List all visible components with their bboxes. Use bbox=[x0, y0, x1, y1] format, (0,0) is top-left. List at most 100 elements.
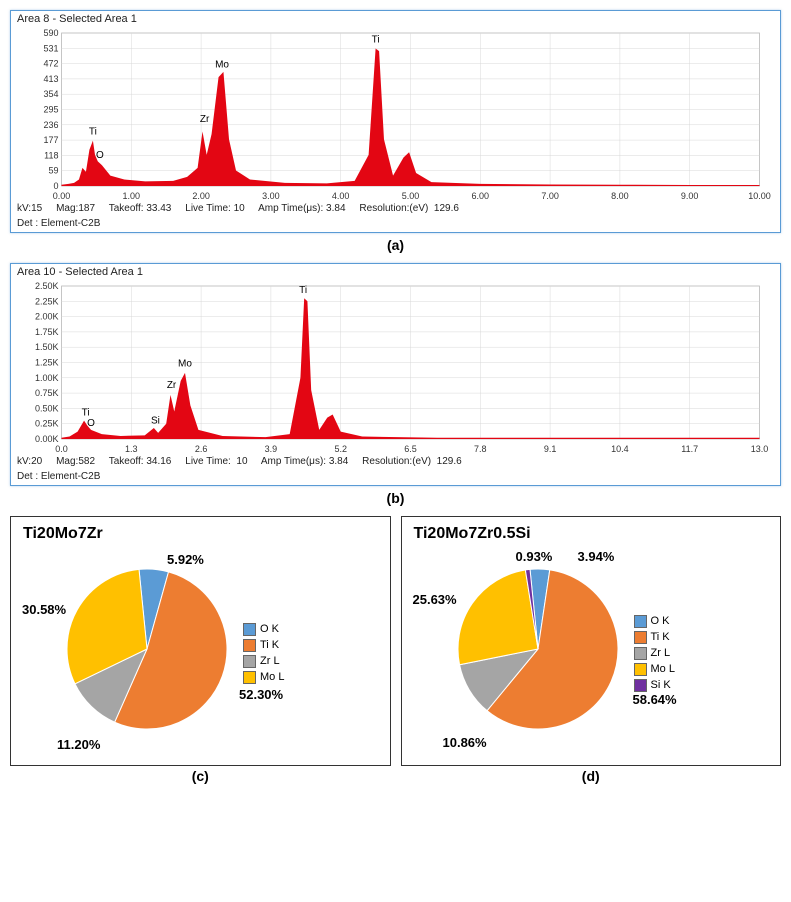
svg-text:5.00: 5.00 bbox=[402, 191, 420, 201]
spectrum-a-panel: Area 8 - Selected Area 1 059118177236295… bbox=[10, 10, 781, 233]
pct-label: 10.86% bbox=[443, 735, 487, 750]
svg-text:177: 177 bbox=[43, 135, 58, 145]
pie-d-chart bbox=[408, 547, 628, 759]
subfig-a-label: (a) bbox=[10, 237, 781, 253]
spectrum-b-title: Area 10 - Selected Area 1 bbox=[11, 264, 780, 280]
svg-text:Ti: Ti bbox=[372, 35, 380, 46]
svg-text:1.25K: 1.25K bbox=[35, 358, 59, 368]
svg-text:236: 236 bbox=[43, 120, 58, 130]
svg-text:9.00: 9.00 bbox=[681, 191, 699, 201]
svg-text:5.2: 5.2 bbox=[334, 444, 347, 454]
spectrum-a-det: Det : Element-C2B bbox=[11, 217, 780, 232]
legend-text: Ti K bbox=[260, 639, 279, 651]
legend-text: Mo L bbox=[260, 671, 284, 683]
svg-text:11.7: 11.7 bbox=[681, 444, 698, 454]
subfig-c-label: (c) bbox=[10, 768, 391, 784]
svg-text:Zr: Zr bbox=[167, 380, 177, 391]
svg-text:59: 59 bbox=[48, 166, 58, 176]
legend-swatch bbox=[243, 671, 256, 684]
pct-label: 25.63% bbox=[413, 592, 457, 607]
svg-text:1.00K: 1.00K bbox=[35, 373, 59, 383]
svg-text:6.5: 6.5 bbox=[404, 444, 417, 454]
pct-label: 3.94% bbox=[578, 549, 615, 564]
legend-text: O K bbox=[651, 615, 670, 627]
svg-text:Ti: Ti bbox=[89, 127, 97, 138]
legend-item: Mo L bbox=[243, 671, 284, 684]
legend-swatch bbox=[634, 647, 647, 660]
svg-text:1.00: 1.00 bbox=[123, 191, 141, 201]
legend-swatch bbox=[243, 639, 256, 652]
svg-text:0.00K: 0.00K bbox=[35, 434, 59, 444]
svg-text:2.00: 2.00 bbox=[192, 191, 210, 201]
svg-text:7.00: 7.00 bbox=[541, 191, 559, 201]
svg-text:0.50K: 0.50K bbox=[35, 403, 59, 413]
legend-text: O K bbox=[260, 623, 279, 635]
svg-text:Si: Si bbox=[151, 416, 160, 427]
legend-item: O K bbox=[634, 615, 675, 628]
legend-text: Si K bbox=[651, 679, 671, 691]
spectrum-b-panel: Area 10 - Selected Area 1 0.00K 0.25K 0.50… bbox=[10, 263, 781, 486]
legend-swatch bbox=[243, 623, 256, 636]
subfig-b-label: (b) bbox=[10, 490, 781, 506]
legend-item: Zr L bbox=[634, 647, 675, 660]
svg-text:413: 413 bbox=[43, 74, 58, 84]
pie-d-title: Ti20Mo7Zr0.5Si bbox=[414, 525, 775, 543]
pie-c-title: Ti20Mo7Zr bbox=[23, 525, 384, 543]
pct-label: 0.93% bbox=[516, 549, 553, 564]
pie-d-legend: O K Ti K Zr L Mo L Si K bbox=[634, 612, 675, 695]
svg-text:2.50K: 2.50K bbox=[35, 281, 59, 291]
spectrum-a-meta: kV:15 Mag:187 Takeoff: 33.43 Live Time: … bbox=[11, 202, 780, 217]
legend-item: Ti K bbox=[243, 639, 284, 652]
legend-item: O K bbox=[243, 623, 284, 636]
svg-text:531: 531 bbox=[43, 43, 58, 53]
svg-text:0.25K: 0.25K bbox=[35, 419, 59, 429]
pct-label: 58.64% bbox=[633, 692, 677, 707]
svg-text:10.00: 10.00 bbox=[748, 191, 771, 201]
svg-text:9.1: 9.1 bbox=[544, 444, 557, 454]
pie-c-legend: O K Ti K Zr L Mo L bbox=[243, 620, 284, 687]
svg-text:3.9: 3.9 bbox=[265, 444, 278, 454]
spectrum-a-chart: 0591181772362953544134725315900.001.002.… bbox=[11, 27, 780, 202]
svg-text:1.75K: 1.75K bbox=[35, 327, 59, 337]
svg-text:354: 354 bbox=[43, 89, 58, 99]
svg-text:590: 590 bbox=[43, 28, 58, 38]
legend-item: Zr L bbox=[243, 655, 284, 668]
spectrum-b-meta: kV:20 Mag:582 Takeoff: 34.16 Live Time: … bbox=[11, 455, 780, 470]
legend-item: Mo L bbox=[634, 663, 675, 676]
svg-text:0.00: 0.00 bbox=[53, 191, 71, 201]
svg-text:Ti: Ti bbox=[299, 285, 307, 296]
svg-text:4.00: 4.00 bbox=[332, 191, 350, 201]
subfig-d-label: (d) bbox=[401, 768, 782, 784]
pct-label: 30.58% bbox=[22, 602, 66, 617]
svg-text:O: O bbox=[96, 150, 104, 161]
svg-text:Mo: Mo bbox=[215, 59, 229, 70]
spectrum-b-det: Det : Element-C2B bbox=[11, 470, 780, 485]
svg-text:2.6: 2.6 bbox=[195, 444, 208, 454]
svg-text:Zr: Zr bbox=[200, 114, 210, 125]
legend-swatch bbox=[634, 615, 647, 628]
legend-text: Ti K bbox=[651, 631, 670, 643]
svg-text:2.25K: 2.25K bbox=[35, 296, 59, 306]
legend-text: Mo L bbox=[651, 663, 675, 675]
svg-text:Mo: Mo bbox=[178, 359, 192, 370]
pct-label: 5.92% bbox=[167, 552, 204, 567]
svg-text:118: 118 bbox=[44, 150, 58, 160]
pie-c-chart bbox=[17, 547, 237, 759]
svg-text:1.50K: 1.50K bbox=[35, 342, 59, 352]
legend-swatch bbox=[634, 631, 647, 644]
legend-item: Si K bbox=[634, 679, 675, 692]
spectrum-a-title: Area 8 - Selected Area 1 bbox=[11, 11, 780, 27]
pie-c-panel: Ti20Mo7Zr 5.92%52.30%11.20%30.58% O KTi … bbox=[10, 516, 391, 766]
pct-label: 52.30% bbox=[239, 687, 283, 702]
svg-text:8.00: 8.00 bbox=[611, 191, 629, 201]
svg-text:6.00: 6.00 bbox=[472, 191, 490, 201]
svg-text:3.00: 3.00 bbox=[262, 191, 280, 201]
pie-d-panel: Ti20Mo7Zr0.5Si 0.93% 3.94% 58.64% 10.86% 25.… bbox=[401, 516, 782, 766]
legend-swatch bbox=[634, 663, 647, 676]
svg-text:1.3: 1.3 bbox=[125, 444, 138, 454]
svg-text:295: 295 bbox=[43, 105, 58, 115]
svg-text:0.75K: 0.75K bbox=[35, 388, 59, 398]
svg-text:2.00K: 2.00K bbox=[35, 312, 59, 322]
svg-text:472: 472 bbox=[43, 59, 58, 69]
svg-text:O: O bbox=[87, 418, 95, 429]
